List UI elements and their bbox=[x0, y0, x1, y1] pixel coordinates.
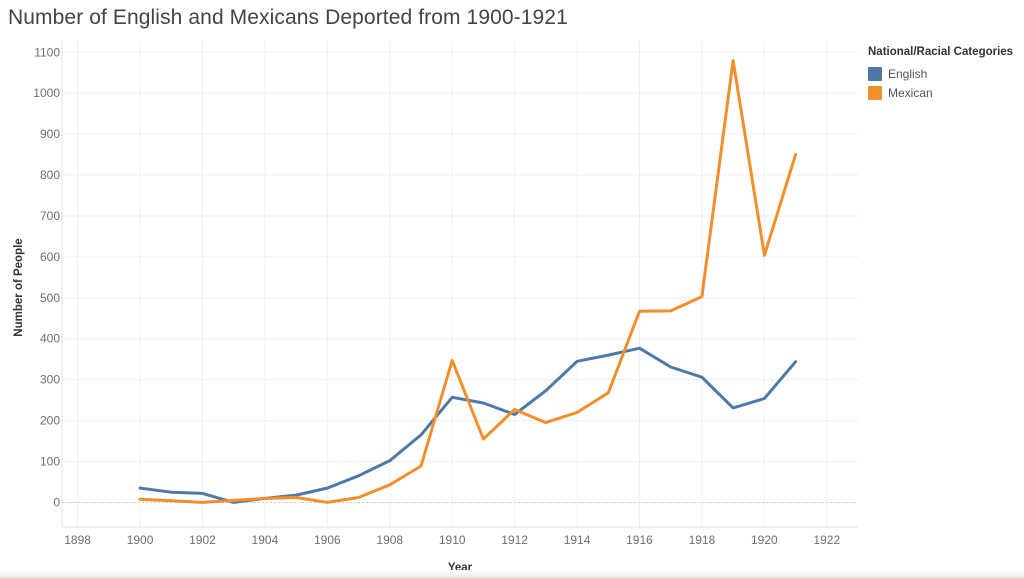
chart-title: Number of English and Mexicans Deported … bbox=[8, 6, 568, 29]
y-tick-label: 800 bbox=[40, 168, 60, 182]
x-tick-label: 1908 bbox=[376, 533, 403, 547]
y-tick-label: 300 bbox=[40, 373, 60, 387]
y-tick-label: 600 bbox=[40, 250, 60, 264]
y-tick-label: 100 bbox=[40, 455, 60, 469]
legend-item-mexican[interactable]: Mexican bbox=[868, 83, 1013, 102]
x-tick-label: 1916 bbox=[626, 533, 653, 547]
x-tick-label: 1906 bbox=[314, 533, 341, 547]
y-tick-label: 500 bbox=[40, 291, 60, 305]
legend-label-english: English bbox=[888, 66, 928, 81]
series-line-english[interactable] bbox=[138, 346, 798, 504]
x-tick-label: 1920 bbox=[751, 533, 778, 547]
x-tick-label: 1912 bbox=[501, 533, 528, 547]
x-tick-label: 1914 bbox=[564, 533, 591, 547]
legend-swatch-mexican bbox=[868, 85, 882, 100]
legend-item-english[interactable]: English bbox=[868, 64, 1013, 83]
y-tick-label: 400 bbox=[40, 332, 60, 346]
x-tick-label: 1922 bbox=[813, 533, 840, 547]
y-tick-label: 700 bbox=[40, 209, 60, 223]
y-axis-title: Number of People bbox=[13, 238, 25, 336]
y-tick-label: 200 bbox=[40, 414, 60, 428]
legend-label-mexican: Mexican bbox=[888, 85, 933, 100]
legend: National/Racial Categories English Mexic… bbox=[868, 46, 1013, 102]
y-tick-label: 1100 bbox=[34, 45, 60, 59]
y-tick-label: 0 bbox=[53, 495, 60, 509]
series-line-mexican[interactable] bbox=[138, 59, 798, 504]
x-tick-label: 1900 bbox=[127, 533, 154, 547]
x-tick-label: 1910 bbox=[439, 533, 466, 547]
legend-swatch-english bbox=[868, 66, 882, 81]
x-tick-label: 1898 bbox=[64, 533, 91, 547]
y-tick-label: 900 bbox=[40, 127, 60, 141]
bottom-edge bbox=[0, 570, 1024, 578]
y-tick-label: 1000 bbox=[33, 86, 60, 100]
x-tick-label: 1904 bbox=[252, 533, 279, 547]
legend-title: National/Racial Categories bbox=[868, 46, 1014, 58]
x-tick-label: 1902 bbox=[189, 533, 216, 547]
x-tick-label: 1918 bbox=[689, 533, 716, 547]
